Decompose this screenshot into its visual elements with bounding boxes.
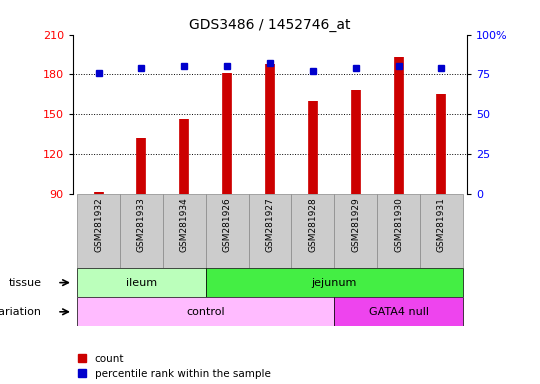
Legend: count, percentile rank within the sample: count, percentile rank within the sample [78,354,271,379]
Text: GSM281928: GSM281928 [308,197,318,252]
Text: control: control [186,307,225,317]
Bar [292,194,334,268]
Text: jejunum: jejunum [312,278,357,288]
Text: GSM281930: GSM281930 [394,197,403,252]
Text: GSM281926: GSM281926 [222,197,232,252]
Text: GSM281927: GSM281927 [266,197,274,252]
Text: GSM281933: GSM281933 [137,197,146,252]
Bar [120,194,163,268]
Text: GATA4 null: GATA4 null [368,307,429,317]
Bar [334,194,377,268]
Bar [334,297,463,326]
Text: genotype/variation: genotype/variation [0,307,42,317]
Text: GSM281932: GSM281932 [94,197,103,252]
Bar [248,194,292,268]
Bar [77,297,334,326]
Bar [163,194,206,268]
Text: GSM281934: GSM281934 [180,197,189,252]
Text: GSM281931: GSM281931 [437,197,446,252]
Text: GSM281929: GSM281929 [351,197,360,252]
Bar [206,268,463,297]
Bar [377,194,420,268]
Title: GDS3486 / 1452746_at: GDS3486 / 1452746_at [189,18,351,32]
Bar [206,194,248,268]
Text: tissue: tissue [8,278,42,288]
Bar [420,194,463,268]
Bar [77,268,206,297]
Text: ileum: ileum [126,278,157,288]
Bar [77,194,120,268]
